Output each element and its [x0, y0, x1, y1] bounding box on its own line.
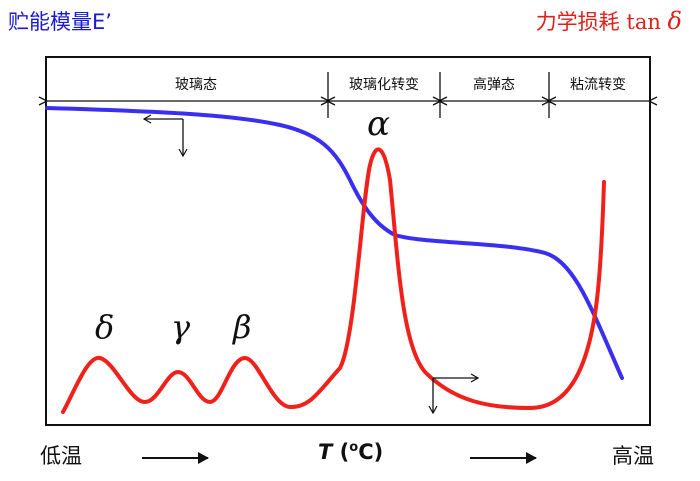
loss-tangent-prefix: 力学损耗	[535, 10, 620, 34]
loss-tangent-label: 力学损耗 tan δ	[536, 6, 682, 36]
unit-close: C)	[358, 440, 384, 464]
temperature-axis-title: T (oC)	[318, 440, 383, 464]
low-temperature-label: 低温	[40, 444, 82, 468]
gamma-relaxation-label: γ	[171, 308, 191, 346]
storage-modulus-curve	[45, 106, 624, 380]
degree-sup: o	[349, 440, 359, 455]
region-label-glass-transition: 玻璃化转变	[349, 76, 419, 93]
delta-relaxation-label: δ	[95, 308, 114, 346]
alpha-relaxation-label: α	[367, 104, 390, 144]
loss-tangent-symbol: δ	[667, 7, 682, 35]
storage-modulus-label: 贮能模量E’	[8, 10, 112, 34]
region-label-rubbery: 高弹态	[473, 76, 515, 93]
beta-relaxation-label: β	[232, 308, 252, 346]
temperature-symbol: T	[318, 440, 333, 464]
high-temperature-label: 高温	[612, 444, 654, 468]
region-label-flow-transition: 粘流转变	[570, 77, 626, 93]
region-label-glassy: 玻璃态	[175, 76, 217, 93]
plot-frame	[45, 56, 651, 426]
loss-tangent-fn: tan	[626, 10, 661, 34]
loss-tangent-curve	[61, 147, 606, 414]
unit-open: (	[332, 440, 350, 464]
